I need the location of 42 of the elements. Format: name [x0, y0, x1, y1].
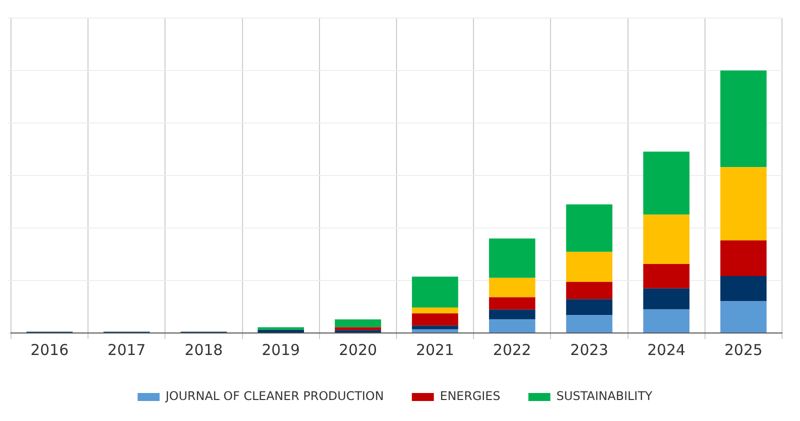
- bar: [566, 299, 612, 316]
- legend-label: JOURNAL OF CLEANER PRODUCTION: [164, 389, 384, 404]
- bar: [566, 282, 612, 300]
- bar: [412, 313, 458, 326]
- bar: [489, 319, 536, 332]
- bar: [489, 297, 536, 310]
- bar: [720, 240, 767, 276]
- bar: [643, 264, 690, 288]
- bar: [566, 315, 612, 332]
- x-tick-label: 2025: [724, 340, 763, 359]
- bar: [566, 252, 612, 282]
- x-tick-label: 2016: [30, 340, 69, 359]
- x-tick-label: 2020: [338, 340, 378, 359]
- bar: [258, 327, 304, 330]
- bar: [489, 238, 536, 278]
- bar: [412, 276, 458, 308]
- bar: [720, 70, 767, 168]
- bar: [643, 214, 690, 264]
- bar: [643, 309, 690, 332]
- x-tick-label: 2018: [184, 340, 223, 359]
- bar: [334, 327, 382, 330]
- legend-label: ENERGIES: [440, 389, 500, 404]
- bar: [566, 204, 612, 252]
- bar: [643, 288, 690, 310]
- bar: [489, 310, 536, 320]
- bar: [720, 167, 767, 240]
- x-tick-label: 2022: [493, 340, 532, 359]
- bar: [412, 329, 458, 332]
- legend-label: SUSTAINABILITY: [556, 389, 654, 404]
- bar: [489, 278, 536, 298]
- x-tick-label: 2021: [416, 340, 454, 359]
- bar: [720, 276, 767, 302]
- bar: [334, 319, 382, 328]
- bar: [258, 330, 304, 332]
- x-tick-label: 2019: [262, 340, 300, 359]
- bar: [412, 308, 458, 314]
- bar: [643, 152, 690, 215]
- x-tick-label: 2017: [108, 340, 146, 359]
- bar: [720, 301, 767, 332]
- x-tick-label: 2023: [570, 340, 608, 359]
- bar: [412, 326, 458, 330]
- x-tick-label: 2024: [647, 340, 686, 359]
